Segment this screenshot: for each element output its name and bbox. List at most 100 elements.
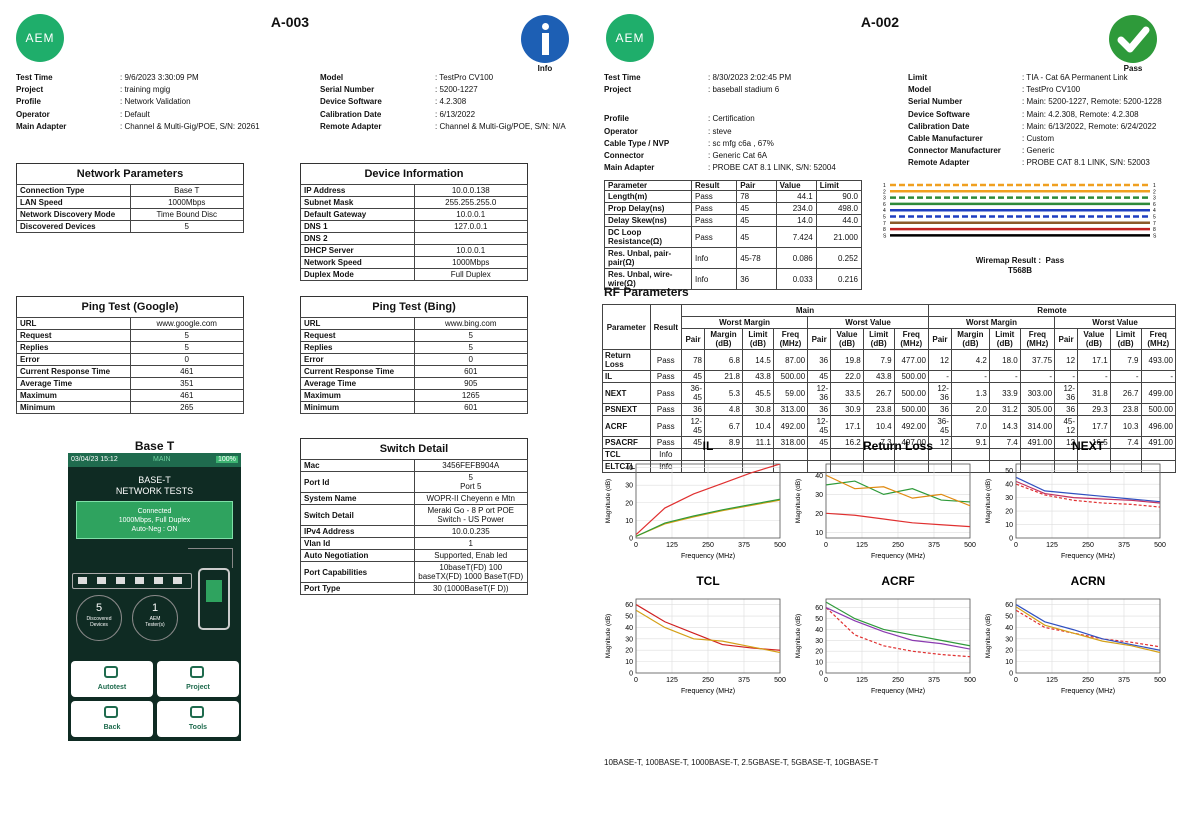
rf-cell: 21.8	[704, 370, 743, 383]
summary-cell: Length(m)	[604, 190, 692, 203]
device-button[interactable]: Tools	[157, 701, 239, 737]
panel-row: Maximum 461	[16, 389, 244, 402]
pass-icon	[1109, 15, 1157, 63]
pin-left: 5	[883, 215, 886, 221]
panel-value: 5 Port 5	[413, 471, 528, 493]
panel-row: Minimum 601	[300, 401, 528, 414]
rf-cell: 492.00	[893, 415, 929, 437]
series-line	[826, 474, 970, 507]
device-button[interactable]: Autotest	[71, 661, 153, 697]
rf-cell: 33.9	[988, 382, 1021, 404]
pin-left: 7	[883, 221, 886, 227]
rf-cell: 43.8	[862, 370, 895, 383]
y-tick-label: 20	[625, 648, 633, 655]
x-tick-label: 125	[1046, 677, 1058, 684]
series-line	[1016, 480, 1160, 504]
series-line	[1016, 483, 1160, 508]
info-value: : 8/30/2023 2:02:45 PM	[708, 73, 792, 82]
y-tick-label: 20	[815, 511, 823, 518]
chart-title: IL	[703, 439, 714, 453]
summary-table: Parameter Result Pair Value Limit Length(m) Pa…	[604, 180, 863, 290]
y-axis-label: Magnitude (dB)	[795, 479, 802, 523]
panel-key: Current Response Time	[16, 365, 131, 378]
rf-cell	[1054, 460, 1079, 473]
rf-cell: 2.0	[950, 403, 990, 416]
rf-cell: 59.00	[772, 382, 809, 404]
rf-cell: 14.5	[741, 349, 774, 371]
rf-cell: 78	[681, 349, 705, 371]
panel-row: Maximum 1265	[300, 389, 528, 402]
info-label: Project	[604, 85, 632, 95]
panel-value: 601	[413, 365, 528, 378]
rf-cell: 500.00	[893, 382, 929, 404]
rf-cell: 36	[927, 403, 952, 416]
rf-head-cell: Limit (dB)	[988, 328, 1021, 350]
panel-value: 5	[129, 341, 244, 354]
info-label: Device Software	[320, 97, 382, 107]
rf-cell: 477.00	[893, 349, 929, 371]
rf-row: PSNEXT Pass 36 4.8 30.8 313.00 36 30.9 23.8 500.0…	[602, 403, 1176, 416]
rf-cell: -	[1140, 370, 1176, 383]
info-value: : Generic Cat 6A	[708, 151, 768, 161]
rf-row: ACRF Pass 12-45 6.7 10.4 492.00 12-45 17.1 10.4 4…	[602, 415, 1176, 437]
rf-cell: 14.3	[988, 415, 1021, 437]
panel-key: Auto Negotiation	[300, 549, 415, 562]
info-icon	[521, 15, 569, 63]
rf-head-cell: Value (dB)	[1077, 328, 1111, 350]
rf-cell: 4.2	[950, 349, 990, 371]
panel-key: Request	[16, 329, 131, 342]
info-value: : baseball stadium 6	[708, 85, 780, 95]
x-tick-label: 375	[1118, 542, 1130, 549]
report-title: A-003	[270, 14, 310, 30]
panel-key: Discovered Devices	[16, 220, 131, 233]
panel-row: Request 5	[300, 329, 528, 342]
x-tick-label: 375	[928, 542, 940, 549]
panel-key: URL	[16, 317, 131, 330]
panel-value: 5	[413, 341, 528, 354]
summary-cell: 45-78	[736, 247, 777, 269]
rf-cell: 30.8	[741, 403, 774, 416]
rf-head-cell: Limit (dB)	[862, 328, 895, 350]
info-value: : PROBE CAT 8.1 LINK, S/N: 52003	[1022, 158, 1150, 168]
chart-title: ACRN	[1071, 574, 1106, 588]
rf-cell: 492.00	[772, 415, 809, 437]
switch-port	[78, 577, 87, 584]
summary-cell: 0.252	[815, 247, 863, 269]
rf-cell: 23.8	[1109, 403, 1142, 416]
rf-cell: Pass	[649, 370, 683, 383]
summary-row: Length(m) Pass 78 44.1 90.0	[604, 190, 863, 203]
y-tick-label: 10	[815, 660, 823, 667]
switch-port	[116, 577, 125, 584]
summary-header: Parameter Result Pair Value Limit	[604, 180, 863, 191]
y-tick-label: 40	[1005, 482, 1013, 489]
rf-cell: 5.3	[704, 382, 743, 404]
rf-cell: Pass	[649, 382, 683, 404]
panel-value: 30 (1000BaseT(F D))	[413, 582, 528, 595]
panel-value: 5	[413, 329, 528, 342]
panel: Switch Detail Mac 3456FEFB904A Port Id 5 Por…	[300, 438, 528, 595]
plot-frame	[825, 463, 971, 539]
y-tick-label: 0	[629, 536, 633, 543]
panel-value: 0	[129, 353, 244, 366]
panel-key: Default Gateway	[300, 208, 415, 221]
device-button[interactable]: Project	[157, 661, 239, 697]
summary-cell: 0.216	[815, 268, 863, 290]
rf-head-cell: Worst Margin	[681, 316, 809, 329]
x-tick-label: 500	[964, 677, 976, 684]
rf-cell: 8.9	[704, 436, 743, 449]
info-value: : PROBE CAT 8.1 LINK, S/N: 52004	[708, 163, 836, 173]
y-tick-label: 40	[815, 627, 823, 634]
info-label: Profile	[604, 114, 629, 124]
summary-cell: 45	[736, 226, 777, 248]
panel-value: Meraki Go - 8 P ort POE Switch - US Powe…	[413, 504, 528, 526]
device-button[interactable]: Back	[71, 701, 153, 737]
rf-cell: 31.8	[1077, 382, 1111, 404]
pin-right: 6	[1153, 202, 1156, 208]
link-line-v	[232, 548, 233, 568]
rf-cell: 12-45	[681, 415, 705, 437]
rf-cell: 12-36	[807, 382, 832, 404]
panel-value: www.google.com	[129, 317, 244, 330]
panel-key: Port Id	[300, 471, 415, 493]
rf-cell: ACRF	[602, 415, 651, 437]
rf-cell: 33.5	[830, 382, 864, 404]
